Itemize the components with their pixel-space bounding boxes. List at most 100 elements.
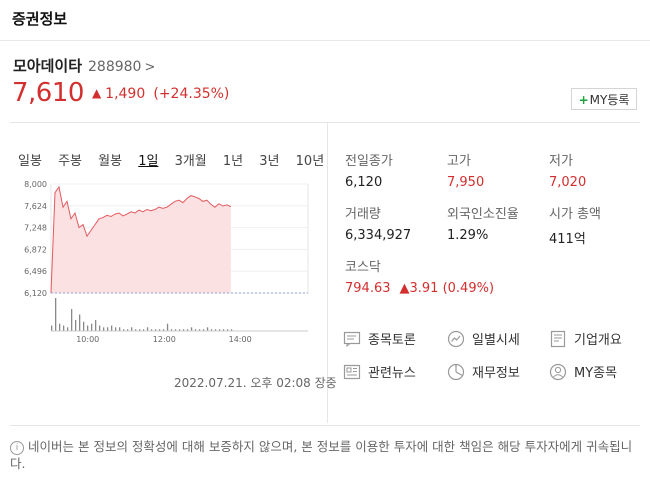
- tab-period-10y[interactable]: 10년: [295, 154, 325, 169]
- tab-period-week[interactable]: 주봉: [58, 154, 82, 169]
- volume-bar: [178, 329, 181, 331]
- volume-bar: [63, 325, 65, 331]
- volume-bar: [75, 320, 77, 331]
- volume-bar: [87, 325, 89, 331]
- news-icon: [343, 364, 361, 379]
- volume-bar: [146, 327, 149, 331]
- volume-bar: [99, 325, 101, 331]
- y-tick-label: 6,496: [24, 267, 47, 276]
- info-prev-close: 전일종가 6,120: [345, 150, 393, 190]
- high-label: 고가: [447, 154, 471, 169]
- company-icon: [550, 330, 566, 347]
- volume-bar: [127, 329, 129, 331]
- volume-bar: [135, 329, 137, 331]
- y-tick-label: 7,248: [24, 224, 47, 233]
- low-label: 저가: [549, 154, 573, 169]
- stock-code[interactable]: 288980: [88, 59, 142, 75]
- x-tick-label: 12:00: [153, 335, 176, 344]
- volume-bar: [202, 329, 205, 331]
- volume-bar: [71, 309, 73, 331]
- low-value: 7,020: [549, 175, 587, 190]
- link-finance[interactable]: 재무정보: [447, 362, 520, 381]
- volume-bar: [154, 329, 157, 331]
- finance-icon: [447, 363, 465, 380]
- link-company-label[interactable]: 기업개요: [574, 333, 622, 348]
- volume-bar: [139, 329, 141, 331]
- y-tick-label: 7,624: [24, 202, 47, 211]
- x-tick-label: 14:00: [229, 335, 252, 344]
- price-timestamp: 2022.07.21. 오후 02:08 장중: [174, 376, 337, 390]
- link-news-label[interactable]: 관련뉴스: [368, 366, 416, 381]
- mktcap-label: 시가 총액: [549, 207, 601, 222]
- plus-icon: +: [578, 93, 589, 107]
- info-icon: i: [10, 441, 24, 455]
- tab-period-3m[interactable]: 3개월: [174, 154, 207, 169]
- volume-bar: [166, 323, 169, 331]
- volume-bar: [55, 298, 57, 331]
- high-value: 7,950: [447, 175, 485, 190]
- volume-bar: [182, 329, 185, 331]
- page-title: 증권정보: [12, 10, 68, 28]
- link-my-stock-label[interactable]: MY종목: [574, 366, 618, 381]
- discussion-icon: [343, 331, 361, 347]
- link-discussion-label[interactable]: 종목토론: [368, 333, 416, 348]
- y-tick-label: 6,120: [24, 289, 47, 298]
- header: 증권정보: [0, 0, 650, 41]
- y-tick-label: 8,000: [24, 180, 47, 189]
- volume-bar: [170, 329, 173, 331]
- volume-bar: [91, 323, 93, 331]
- tab-period-month[interactable]: 월봉: [98, 154, 123, 169]
- foreign-label: 외국인소진율: [447, 207, 519, 222]
- volume-bar: [123, 329, 125, 331]
- volume-bar: [210, 329, 213, 331]
- divider: [10, 122, 640, 123]
- volume-bar: [214, 329, 217, 331]
- volume-bar: [222, 329, 225, 331]
- link-my-stock[interactable]: MY종목: [549, 362, 617, 381]
- daily-price-icon: [447, 330, 465, 347]
- volume-bar: [190, 327, 193, 331]
- volume-bar: [150, 329, 153, 331]
- intraday-chart[interactable]: 8,000 7,624 7,248 6,872 6,496 6,120 10:00 12:00…: [18, 176, 318, 344]
- link-daily-price-label[interactable]: 일별시세: [472, 333, 520, 348]
- volume-bar: [83, 321, 85, 331]
- disclaimer-notice: i 네이버는 본 정보의 정확성에 대해 보증하지 않으며, 본 정보를 이용한 …: [10, 438, 640, 472]
- link-discussion[interactable]: 종목토론: [343, 329, 416, 348]
- stock-name[interactable]: 모아데이타: [13, 57, 83, 75]
- my-stock-icon: [549, 363, 567, 380]
- volume-bar: [67, 327, 69, 331]
- link-daily-price[interactable]: 일별시세: [447, 329, 520, 348]
- volume-bar: [131, 327, 133, 331]
- volume-bar: [198, 329, 201, 331]
- up-arrow-icon: ▲: [91, 86, 102, 100]
- divider: [10, 425, 640, 426]
- info-index: 코스닥 794.63 ▲3.91 (0.49%): [345, 256, 494, 296]
- foreign-value: 1.29%: [447, 228, 489, 243]
- volume-bar: [174, 329, 177, 331]
- period-tabs: 일봉 주봉 월봉 1일 3개월 1년 3년 10년: [18, 150, 324, 169]
- link-finance-label[interactable]: 재무정보: [472, 366, 520, 381]
- tab-period-day[interactable]: 일봉: [18, 154, 42, 169]
- divider: [327, 123, 328, 423]
- price-line: [50, 185, 232, 294]
- chevron-right-icon[interactable]: >: [144, 60, 156, 75]
- link-news[interactable]: 관련뉴스: [343, 362, 416, 381]
- stock-name-link[interactable]: 모아데이타 288980 >: [13, 55, 155, 76]
- tab-period-1d[interactable]: 1일: [138, 154, 159, 169]
- volume-bar: [206, 327, 209, 331]
- tab-period-3y[interactable]: 3년: [259, 154, 280, 169]
- volume-bar: [158, 329, 161, 331]
- link-company[interactable]: 기업개요: [549, 329, 622, 348]
- my-register-button[interactable]: +MY등록: [571, 88, 637, 110]
- volume-bar: [142, 329, 145, 331]
- volume-bar: [111, 325, 113, 331]
- volume-bar: [226, 329, 229, 331]
- volume-bar: [107, 327, 109, 331]
- tab-period-1y[interactable]: 1년: [222, 154, 244, 169]
- my-register-label: MY등록: [589, 93, 630, 107]
- volume-label: 거래량: [345, 207, 381, 222]
- price-row: 7,610 ▲ 1,490 (+24.35%): [12, 78, 229, 108]
- volume-bar: [186, 329, 189, 331]
- prev-close-label: 전일종가: [345, 154, 393, 169]
- prev-close-value: 6,120: [345, 175, 383, 190]
